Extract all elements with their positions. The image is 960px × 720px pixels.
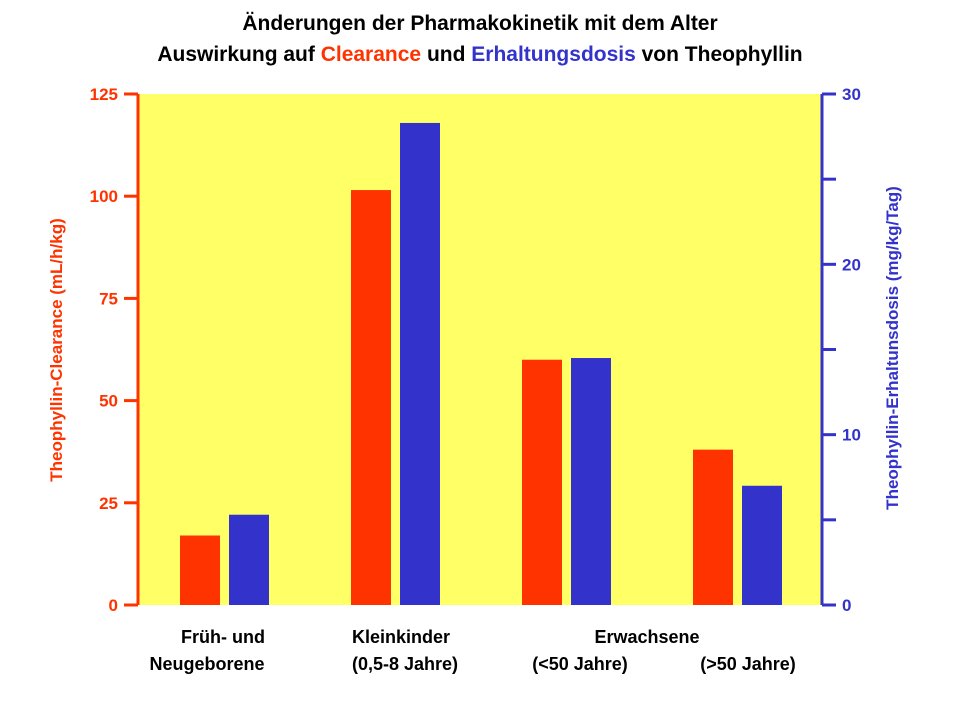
dose-bar-2: [400, 122, 440, 605]
category-label-1-line1: Früh- und: [181, 627, 265, 647]
left-tick-label: 75: [99, 289, 118, 308]
dose-bar-4: [742, 485, 782, 605]
dose-bar-1: [229, 514, 269, 605]
right-axis-title: Theophyllin-Erhaltunsdosis (mg/kg/Tag): [883, 186, 902, 510]
subtitle-mid: und: [421, 43, 471, 66]
left-tick-label: 125: [90, 85, 118, 104]
category-label-1-line2: Neugeborene: [149, 654, 264, 674]
left-axis-title: Theophyllin-Clearance (mL/h/kg): [47, 218, 66, 482]
chart-title: Änderungen der Pharmakokinetik mit dem A…: [242, 12, 717, 35]
category-label-3-line2: (<50 Jahre): [532, 654, 628, 674]
dose-bar-3: [571, 358, 611, 605]
chart-subtitle: Auswirkung auf Clearance und Erhaltungsd…: [157, 43, 802, 66]
right-tick-label: 30: [842, 85, 861, 104]
subtitle-dose: Erhaltungsdosis: [471, 43, 636, 66]
clearance-bar-2: [351, 190, 391, 605]
clearance-bar-3: [522, 359, 562, 605]
category-label-4-line2: (>50 Jahre): [700, 654, 796, 674]
left-tick-label: 100: [90, 187, 118, 206]
left-tick-label: 25: [99, 494, 118, 513]
subtitle-clearance: Clearance: [321, 43, 421, 66]
category-label-34-line1: Erwachsene: [594, 627, 699, 647]
clearance-bar-1: [180, 535, 220, 605]
subtitle-suffix: von Theophyllin: [636, 43, 803, 66]
subtitle-prefix: Auswirkung auf: [157, 43, 320, 66]
right-tick-label: 0: [842, 596, 851, 615]
right-tick-label: 10: [842, 426, 861, 445]
right-axis-ticks: 0 10 20 30: [822, 85, 861, 615]
bars: [180, 122, 782, 605]
left-axis-ticks: 0 25 50 75 100 125: [90, 85, 138, 615]
clearance-bar-4: [693, 449, 733, 605]
left-tick-label: 0: [109, 596, 118, 615]
left-tick-label: 50: [99, 392, 118, 411]
category-label-2-line2: (0,5-8 Jahre): [352, 654, 458, 674]
right-tick-label: 20: [842, 255, 861, 274]
category-label-2-line1: Kleinkinder: [352, 627, 450, 647]
